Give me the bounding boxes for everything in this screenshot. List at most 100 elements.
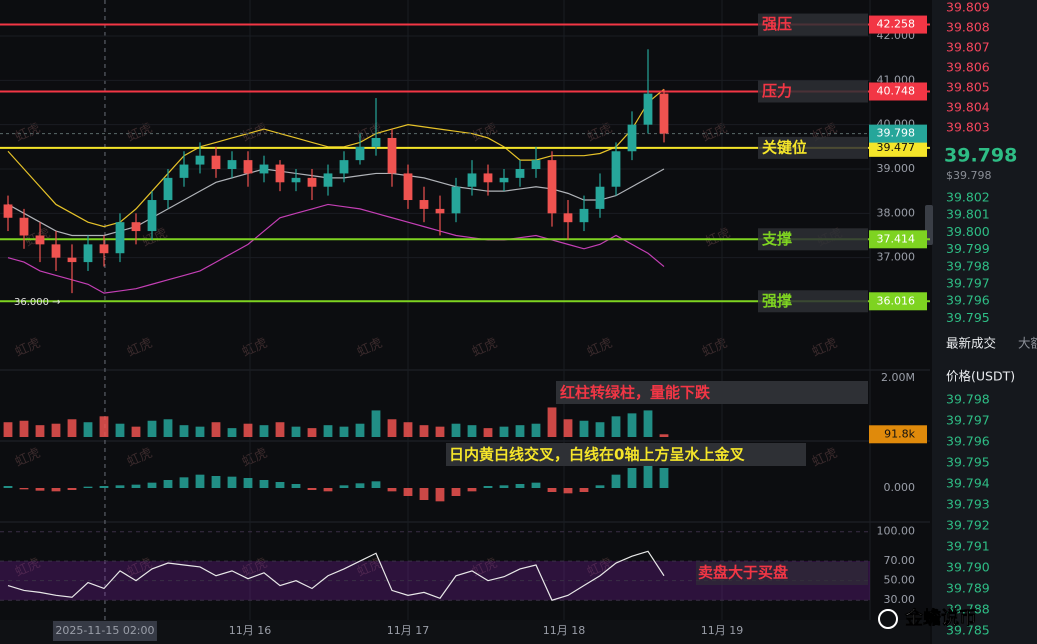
footer-icon — [878, 609, 898, 629]
candle-body — [163, 177, 173, 201]
volume-bar — [243, 423, 253, 437]
macd-bar — [499, 485, 509, 488]
level-price: 40.748 — [877, 85, 916, 98]
band-line — [7, 203, 665, 294]
candle-body — [563, 213, 573, 223]
volume-bar — [163, 419, 173, 437]
macd-bar — [147, 482, 157, 488]
y-tick-label: 37.000 — [877, 251, 916, 264]
candle-body — [19, 217, 29, 236]
macd-bar — [163, 480, 173, 488]
macd-bar — [611, 474, 621, 488]
y-tick-label: 50.00 — [884, 574, 916, 587]
candle-body — [323, 173, 333, 187]
macd-bar — [339, 485, 349, 488]
annotation-box — [446, 443, 806, 466]
macd-bar — [291, 484, 301, 488]
bid-price: 39.802 — [946, 190, 990, 205]
volume-bar — [419, 425, 429, 437]
macd-bar — [179, 477, 189, 488]
candle-body — [179, 164, 189, 178]
candle-body — [371, 137, 381, 147]
candle-body — [115, 222, 125, 254]
volume-bar — [179, 425, 189, 437]
level-price-box — [869, 82, 927, 101]
candle-body — [467, 173, 477, 187]
volume-bar — [51, 423, 61, 437]
macd-bar — [19, 488, 29, 490]
candle-body — [307, 177, 317, 187]
bid-price: 39.801 — [946, 207, 990, 222]
candle-body — [595, 186, 605, 209]
trade-price: 39.797 — [946, 413, 990, 428]
ask-price: 39.804 — [946, 100, 990, 115]
last-price-usd: $39.798 — [946, 169, 992, 182]
side-panel — [932, 0, 1037, 644]
candle-body — [659, 93, 669, 134]
volume-last-label: 91.8k — [884, 427, 915, 440]
volume-bar — [307, 428, 317, 437]
trade-price: 39.790 — [946, 560, 990, 575]
candle-body — [451, 186, 461, 214]
macd-bar — [403, 488, 413, 496]
volume-bar — [643, 410, 653, 437]
y-tick-label: 30.00 — [884, 593, 916, 606]
macd-bar — [563, 488, 573, 494]
trades-tab[interactable]: 大额 — [1018, 336, 1037, 351]
annotation-box — [556, 381, 868, 404]
level-price: 39.477 — [877, 141, 916, 154]
annotation: 卖盘大于买盘 — [698, 564, 788, 582]
low-marker: 36.000 → — [14, 297, 61, 308]
macd-bar — [483, 486, 493, 488]
level-name-box — [758, 228, 868, 251]
level-price: 37.414 — [877, 232, 916, 245]
y-tick-label: 70.00 — [884, 554, 916, 567]
volume-bar — [67, 419, 77, 437]
candle-body — [339, 160, 349, 174]
candle-body — [627, 124, 637, 152]
bid-price: 39.796 — [946, 293, 990, 308]
macd-bar — [307, 488, 317, 490]
y-tick-label: 0.000 — [884, 481, 916, 494]
volume-bar — [355, 423, 365, 437]
last-price: 39.798 — [944, 145, 1017, 167]
candle-body — [403, 173, 413, 201]
order-book: 39.809 39.808 39.807 39.806 39.805 39.804 39.8… — [944, 0, 1037, 638]
candle-body — [291, 177, 301, 183]
macd-bar — [275, 482, 285, 488]
volume-bar — [131, 426, 141, 437]
level-price-box — [869, 15, 927, 34]
macd-bar — [467, 488, 477, 492]
trades-tab[interactable]: 最新成交 — [946, 336, 996, 351]
volume-bar — [515, 425, 525, 437]
trade-price: 39.796 — [946, 434, 990, 449]
macd-bar — [259, 480, 269, 488]
macd-bar — [3, 486, 13, 488]
macd-bar — [51, 488, 61, 492]
trade-price: 39.795 — [946, 455, 990, 470]
macd-bar — [243, 478, 253, 488]
bid-price: 39.798 — [946, 258, 990, 273]
macd-bar — [227, 476, 237, 488]
volume-bar — [291, 426, 301, 437]
candle-body — [435, 208, 445, 214]
macd-bar — [371, 481, 381, 488]
y-tick-label: 38.000 — [877, 206, 916, 219]
current-price-label: 39.798 — [877, 127, 916, 140]
candle-body — [99, 244, 109, 254]
candle-body — [531, 160, 541, 169]
volume-bar — [227, 428, 237, 437]
volume-bar — [627, 413, 637, 437]
macd-bar — [547, 488, 557, 492]
volume-bar — [387, 419, 397, 437]
level-price-box — [869, 138, 927, 157]
bid-price: 39.797 — [946, 276, 990, 291]
ask-price: 39.808 — [946, 20, 990, 35]
candle-body — [83, 244, 93, 263]
bid-price: 39.799 — [946, 241, 990, 256]
volume-bar — [99, 416, 109, 437]
trade-price: 39.789 — [946, 581, 990, 596]
macd-bar — [595, 485, 605, 488]
candle-body — [35, 235, 45, 245]
